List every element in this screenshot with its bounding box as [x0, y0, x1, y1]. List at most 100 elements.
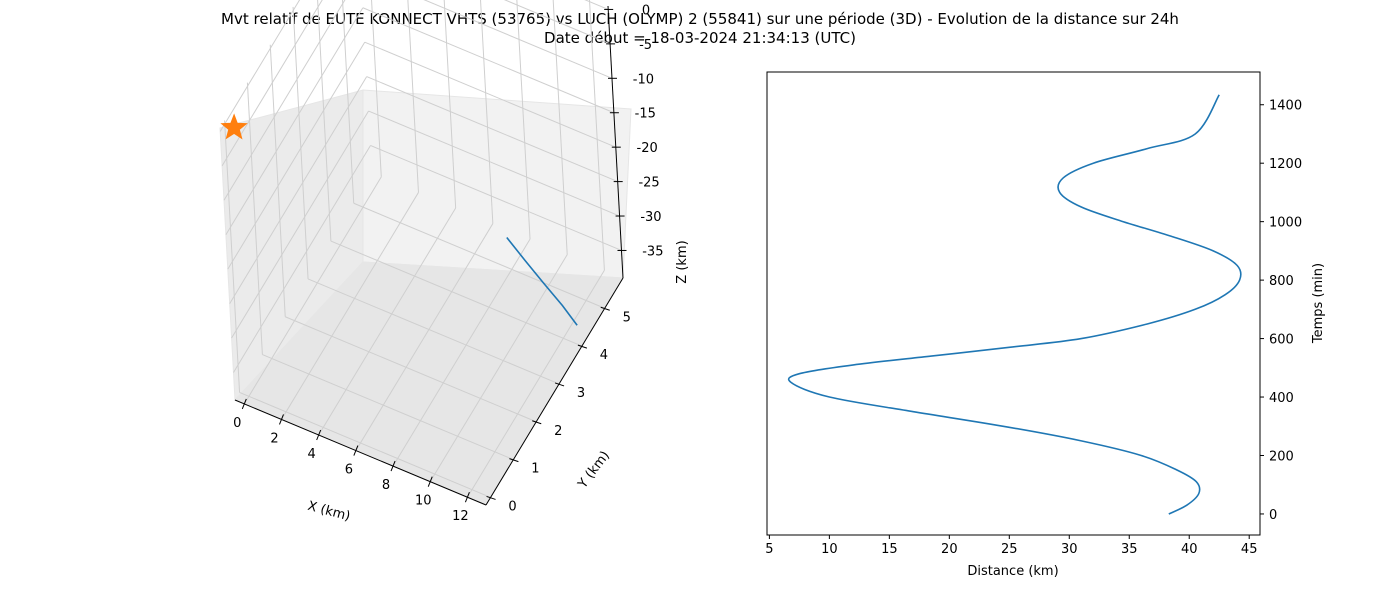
x-tick-label: 2 [270, 431, 278, 446]
x-tick-label: 4 [308, 447, 316, 462]
grid-line-x [281, 192, 419, 420]
grid-line-y [262, 354, 514, 461]
grid-line-y [269, 44, 286, 317]
grid-line-x [429, 254, 568, 482]
x-tick-label-2d: 45 [1241, 542, 1258, 557]
x-tick-label-2d: 35 [1121, 542, 1138, 557]
grid-line-x [516, 0, 531, 240]
x-tick [316, 429, 322, 441]
grid-line-z [233, 145, 371, 373]
grid-line-z [219, 0, 301, 132]
y-axis-label: Y (km) [575, 448, 613, 492]
y-axis-2d: 0 200 400 600 800 1000 1200 1400 [1260, 99, 1302, 523]
y-tick-label-2d: 800 [1269, 274, 1294, 289]
grid-line-z [229, 76, 368, 304]
x-tick [279, 414, 284, 425]
z-tick-label: -10 [633, 72, 654, 87]
x-axis-label: X (km) [306, 499, 352, 525]
grid-line-x [466, 269, 605, 498]
grid-line-y [330, 240, 583, 347]
y-axis-label-2d: Temps (min) [1311, 263, 1326, 344]
z-tick-label: -30 [640, 210, 661, 225]
x-tick-label-2d: 25 [1001, 542, 1018, 557]
x-tick-label: 8 [382, 478, 390, 493]
grid-line-y [285, 316, 537, 423]
grid-line-z [364, 41, 616, 148]
y-tick-label-2d: 400 [1269, 391, 1294, 406]
y-tick [600, 306, 610, 311]
grid-line-x [589, 0, 605, 271]
x-tick-label: 6 [345, 463, 353, 478]
y-tick [486, 495, 496, 500]
y-tick-label-2d: 1400 [1269, 99, 1302, 114]
y-tick-label-2d: 1000 [1269, 216, 1302, 231]
x-axis-2d: 5 10 15 20 25 30 35 40 45 [765, 535, 1257, 557]
grid-line-y [292, 6, 309, 279]
y-tick-label-2d: 600 [1269, 333, 1294, 348]
x-tick-label: 12 [452, 509, 469, 524]
y-tick-label-2d: 0 [1269, 508, 1277, 523]
chart-2d-axes: 5 10 15 20 25 30 35 40 45 0 200 400 600 800 1000 1200 1… [765, 71, 1326, 579]
y-tick-label-2d: 200 [1269, 449, 1294, 464]
grid-line-x [443, 0, 457, 209]
grid-line-x [371, 0, 382, 177]
grid-line-z [223, 0, 346, 201]
x-tick-label-2d: 10 [821, 542, 838, 557]
grid-line-x [318, 207, 457, 436]
y-tick-label: 5 [623, 310, 631, 325]
z-tick-label: 0 [642, 3, 650, 18]
z-axis-3d: 0 -5 -10 -15 -20 -25 -30 -35 [604, 3, 663, 279]
grid-line-x [552, 0, 568, 255]
grid-line-y [307, 278, 560, 385]
grid-line-z [366, 76, 618, 183]
x-tick-label-2d: 5 [765, 542, 773, 557]
x-tick-label-2d: 40 [1181, 542, 1198, 557]
grid-line-y [239, 391, 491, 498]
z-tick-label: -15 [635, 107, 656, 122]
grid-line-x [392, 238, 531, 467]
grid-line-y [353, 202, 605, 309]
z-tick-label: -5 [639, 38, 652, 53]
x-tick [464, 492, 470, 503]
y-tick [509, 458, 519, 463]
series-line-2d [787, 94, 1242, 515]
grid-line-z [362, 7, 615, 114]
x-tick [427, 476, 433, 487]
x-tick-label: 10 [415, 494, 432, 509]
plot-frame [766, 71, 1261, 536]
chart-subtitle: Date début = 18-03-2024 21:34:13 (UTC) [544, 29, 856, 47]
grid-line-x [243, 176, 382, 405]
y-tick-label: 3 [577, 386, 585, 401]
z-tick-label: -35 [642, 244, 663, 259]
y-tick [532, 420, 542, 425]
grid-line-z [221, 0, 323, 167]
x-tick-label-2d: 20 [941, 542, 958, 557]
grid-line-z [503, 0, 611, 45]
x-axis-label-2d: Distance (km) [967, 564, 1058, 579]
z-axis-label: Z (km) [675, 240, 690, 283]
grid-line-z [227, 41, 366, 270]
series-line-3d [506, 237, 578, 326]
y-tick-label: 2 [554, 424, 562, 439]
x-axis-3d: 0 2 4 6 8 10 12 [233, 398, 487, 524]
z-tick-label: -20 [637, 141, 658, 156]
grid-line-y [224, 120, 241, 393]
y-tick [554, 382, 565, 387]
y-axis-3d: 0 1 2 3 4 5 [485, 277, 631, 514]
grid-line-z [423, 0, 613, 79]
grid-line-z [370, 144, 622, 251]
z-tick-label: -25 [638, 176, 659, 191]
y-tick-label-2d: 1200 [1269, 157, 1302, 172]
x-tick-label-2d: 30 [1061, 542, 1078, 557]
grid-3d [219, 0, 622, 498]
grid-line-z [225, 7, 364, 235]
pane-back [362, 89, 632, 279]
star-marker [220, 113, 248, 140]
x-tick-label: 0 [233, 416, 241, 431]
grid-line-x [480, 0, 494, 224]
y-tick [577, 344, 588, 349]
y-tick-label: 0 [508, 499, 516, 514]
grid-line-x [355, 223, 494, 451]
grid-line-z [231, 110, 370, 339]
